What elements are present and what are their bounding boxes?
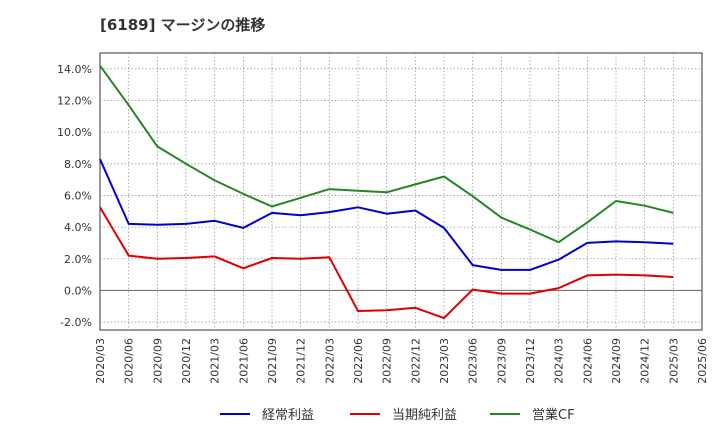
x-tick-label: 2023/03 bbox=[438, 338, 451, 384]
y-tick-label: 10.0% bbox=[57, 126, 92, 139]
x-tick-label: 2021/03 bbox=[209, 338, 222, 384]
x-tick-label: 2020/12 bbox=[180, 338, 193, 384]
y-tick-label: -2.0% bbox=[60, 316, 92, 329]
legend-label: 当期純利益 bbox=[392, 408, 457, 423]
x-tick-label: 2024/06 bbox=[581, 338, 594, 384]
chart-title: [6189] マージンの推移 bbox=[100, 16, 266, 34]
x-tick-label: 2021/09 bbox=[266, 338, 279, 384]
x-tick-label: 2024/12 bbox=[639, 338, 652, 384]
x-tick-label: 2020/09 bbox=[151, 338, 164, 384]
plot-area bbox=[99, 52, 703, 331]
y-tick-label: 6.0% bbox=[64, 189, 92, 202]
x-tick-label: 2022/06 bbox=[352, 338, 365, 384]
x-tick-label: 2020/06 bbox=[123, 338, 136, 384]
x-tick-label: 2024/09 bbox=[610, 338, 623, 384]
x-tick-label: 2024/03 bbox=[553, 338, 566, 384]
x-tick-label: 2022/12 bbox=[409, 338, 422, 384]
series-line-2 bbox=[99, 206, 674, 320]
y-tick-label: 12.0% bbox=[57, 94, 92, 107]
legend-label: 営業CF bbox=[532, 407, 575, 423]
x-tick-label: 2025/06 bbox=[696, 338, 709, 384]
x-tick-label: 2022/09 bbox=[381, 338, 394, 384]
legend-label: 経常利益 bbox=[262, 408, 314, 423]
x-tick-label: 2022/03 bbox=[323, 338, 336, 384]
x-tick-label: 2023/06 bbox=[467, 338, 480, 384]
y-tick-label: 14.0% bbox=[57, 63, 92, 76]
x-tick-label: 2020/03 bbox=[94, 338, 107, 384]
y-tick-label: 2.0% bbox=[64, 253, 92, 266]
x-tick-label: 2021/06 bbox=[237, 338, 250, 384]
y-tick-label: 0.0% bbox=[64, 284, 92, 297]
y-tick-label: 4.0% bbox=[64, 221, 92, 234]
x-tick-label: 2025/03 bbox=[667, 338, 680, 384]
x-tick-label: 2023/12 bbox=[524, 338, 537, 384]
x-tick-label: 2021/12 bbox=[295, 338, 308, 384]
series-line-3 bbox=[99, 65, 674, 244]
series-line-1 bbox=[99, 158, 674, 271]
x-tick-label: 2023/09 bbox=[495, 338, 508, 384]
y-tick-label: 8.0% bbox=[64, 158, 92, 171]
